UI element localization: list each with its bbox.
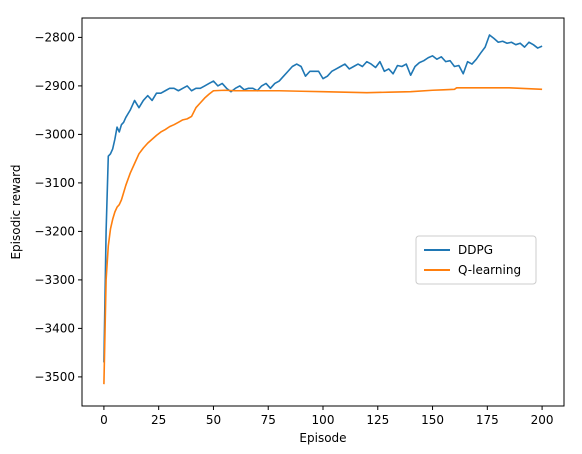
x-tick-label: 175 [476, 413, 499, 427]
legend-label-q-learning: Q-learning [458, 263, 521, 277]
x-tick-label: 0 [100, 413, 108, 427]
y-ticks: −2800 −2900 −3000 −3100 −3200 −3300 −3400 −3500 [34, 30, 82, 384]
x-tick-label: 100 [312, 413, 335, 427]
y-tick-label: −3500 [34, 370, 75, 384]
y-tick-label: −3300 [34, 273, 75, 287]
y-axis-label: Episodic reward [9, 164, 23, 259]
x-tick-label: 200 [531, 413, 554, 427]
y-tick-label: −3100 [34, 176, 75, 190]
x-ticks: 0 25 50 75 100 125 150 175 200 [100, 406, 554, 427]
x-tick-label: 25 [151, 413, 166, 427]
y-tick-label: −3400 [34, 321, 75, 335]
legend-box [415, 235, 537, 285]
x-tick-label: 125 [366, 413, 389, 427]
x-axis-label: Episode [299, 431, 346, 445]
x-tick-label: 150 [421, 413, 444, 427]
series-line-q-learning [103, 87, 543, 385]
x-tick-label: 75 [261, 413, 276, 427]
y-tick-label: −2900 [34, 79, 75, 93]
series-layer [103, 34, 543, 385]
y-tick-label: −2800 [34, 30, 75, 44]
legend: DDPG Q-learning [415, 235, 537, 285]
series-line-ddpg [103, 34, 543, 363]
legend-label-ddpg: DDPG [458, 243, 493, 257]
y-tick-label: −3200 [34, 224, 75, 238]
x-tick-label: 50 [206, 413, 221, 427]
y-tick-label: −3000 [34, 127, 75, 141]
